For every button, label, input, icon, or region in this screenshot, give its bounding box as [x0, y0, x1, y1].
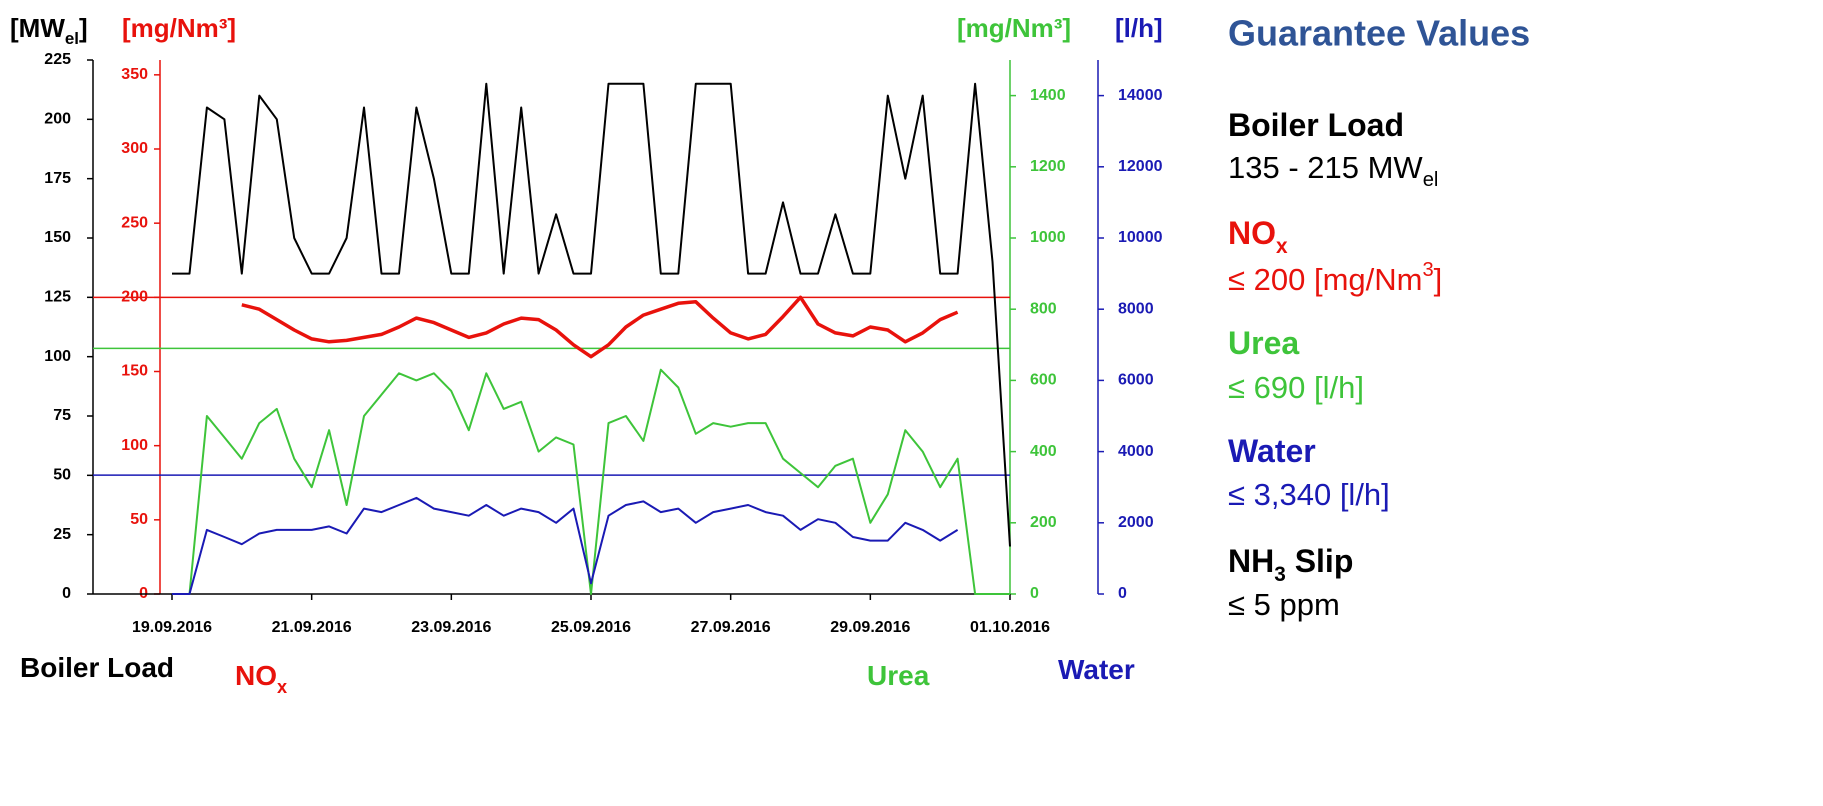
y-tick-label: 800 — [1030, 300, 1057, 317]
y-tick-label: 8000 — [1118, 300, 1154, 317]
guarantee-value: ≤ 200 [mg/Nm3] — [1228, 259, 1442, 297]
legend-label: Water — [1058, 654, 1135, 685]
y-tick-label: 150 — [121, 363, 148, 380]
axis-title: [MWel] — [10, 13, 88, 48]
y-tick-label: 100 — [44, 348, 71, 365]
text-part: NO — [1228, 215, 1276, 251]
y-tick-label: 300 — [121, 140, 148, 157]
guarantee-name: NH3 Slip — [1228, 543, 1353, 586]
y-tick-label: 75 — [53, 407, 71, 424]
text-script: x — [277, 677, 287, 697]
legend-label: Urea — [867, 660, 930, 691]
text-part: 135 - 215 MW — [1228, 150, 1423, 185]
axis-title: [l/h] — [1115, 13, 1163, 43]
y-tick-label: 12000 — [1118, 158, 1163, 175]
y-tick-label: 350 — [121, 66, 148, 83]
series-line — [172, 496, 959, 595]
series-line — [241, 295, 959, 359]
text-part: Urea — [867, 660, 930, 691]
guarantee-value: ≤ 5 ppm — [1228, 587, 1340, 622]
axis-title: [mg/Nm³] — [957, 13, 1071, 43]
y-tick-label: 1000 — [1030, 229, 1066, 246]
y-tick-label: 1400 — [1030, 87, 1066, 104]
guarantee-value: ≤ 3,340 [l/h] — [1228, 477, 1390, 512]
text-part: Urea — [1228, 325, 1299, 361]
text-script: el — [1423, 169, 1439, 191]
y-tick-label: 175 — [44, 170, 71, 187]
x-tick-label: 01.10.2016 — [970, 619, 1050, 636]
x-tick-label: 21.09.2016 — [272, 619, 352, 636]
y-tick-label: 200 — [44, 111, 71, 128]
y-tick-label: 6000 — [1118, 372, 1154, 389]
text-part: ≤ 5 ppm — [1228, 587, 1340, 622]
text-script: 3 — [1422, 259, 1433, 281]
y-tick-label: 200 — [1030, 514, 1057, 531]
text-script: x — [1276, 235, 1288, 258]
guarantee-name: Urea — [1228, 325, 1299, 361]
text-part: NH — [1228, 543, 1274, 579]
guarantee-name: Water — [1228, 433, 1316, 469]
text-part: ] — [79, 13, 88, 43]
y-tick-label: 0 — [1118, 585, 1127, 602]
guarantee-name: NOx — [1228, 215, 1288, 258]
y-tick-label: 50 — [130, 511, 148, 528]
y-tick-label: 0 — [62, 585, 71, 602]
text-part: NO — [235, 660, 277, 691]
x-tick-label: 25.09.2016 — [551, 619, 631, 636]
y-tick-label: 25 — [53, 526, 71, 543]
guarantee-name: Boiler Load — [1228, 107, 1404, 143]
text-part: Slip — [1286, 543, 1354, 579]
series-line — [172, 368, 1010, 595]
text-part: ≤ 200 [mg/Nm — [1228, 262, 1422, 297]
y-tick-label: 1200 — [1030, 158, 1066, 175]
legend-label: NOx — [235, 660, 287, 696]
guarantee-value: 135 - 215 MWel — [1228, 150, 1438, 191]
axis-title: [mg/Nm³] — [122, 13, 236, 43]
y-tick-label: 250 — [121, 214, 148, 231]
x-tick-label: 19.09.2016 — [132, 619, 212, 636]
legend-label: Boiler Load — [20, 652, 174, 683]
text-part: [mg/Nm³] — [957, 13, 1071, 43]
y-tick-label: 10000 — [1118, 229, 1163, 246]
y-tick-label: 14000 — [1118, 87, 1163, 104]
text-part: Water — [1058, 654, 1135, 685]
x-tick-label: 27.09.2016 — [691, 619, 771, 636]
y-tick-label: 2000 — [1118, 514, 1154, 531]
x-tick-label: 29.09.2016 — [830, 619, 910, 636]
y-tick-label: 400 — [1030, 443, 1057, 460]
guarantee-value: ≤ 690 [l/h] — [1228, 370, 1364, 405]
y-tick-label: 100 — [121, 437, 148, 454]
y-tick-label: 125 — [44, 289, 71, 306]
y-tick-label: 50 — [53, 467, 71, 484]
y-tick-label: 150 — [44, 229, 71, 246]
text-part: ≤ 3,340 [l/h] — [1228, 477, 1390, 512]
y-tick-label: 225 — [44, 51, 71, 68]
panel-title: Guarantee Values — [1228, 13, 1530, 54]
x-tick-label: 23.09.2016 — [411, 619, 491, 636]
text-part: Boiler Load — [1228, 107, 1404, 143]
text-script: 3 — [1274, 563, 1286, 586]
text-part: ] — [1434, 262, 1443, 297]
text-part: [l/h] — [1115, 13, 1163, 43]
text-part: ≤ 690 [l/h] — [1228, 370, 1364, 405]
text-part: [mg/Nm³] — [122, 13, 236, 43]
text-script: el — [65, 29, 79, 48]
y-tick-label: 4000 — [1118, 443, 1154, 460]
text-part: Boiler Load — [20, 652, 174, 683]
y-tick-label: 600 — [1030, 372, 1057, 389]
text-part: Water — [1228, 433, 1316, 469]
text-part: [MW — [10, 13, 65, 43]
series-line — [172, 82, 1011, 547]
y-tick-label: 0 — [1030, 585, 1039, 602]
